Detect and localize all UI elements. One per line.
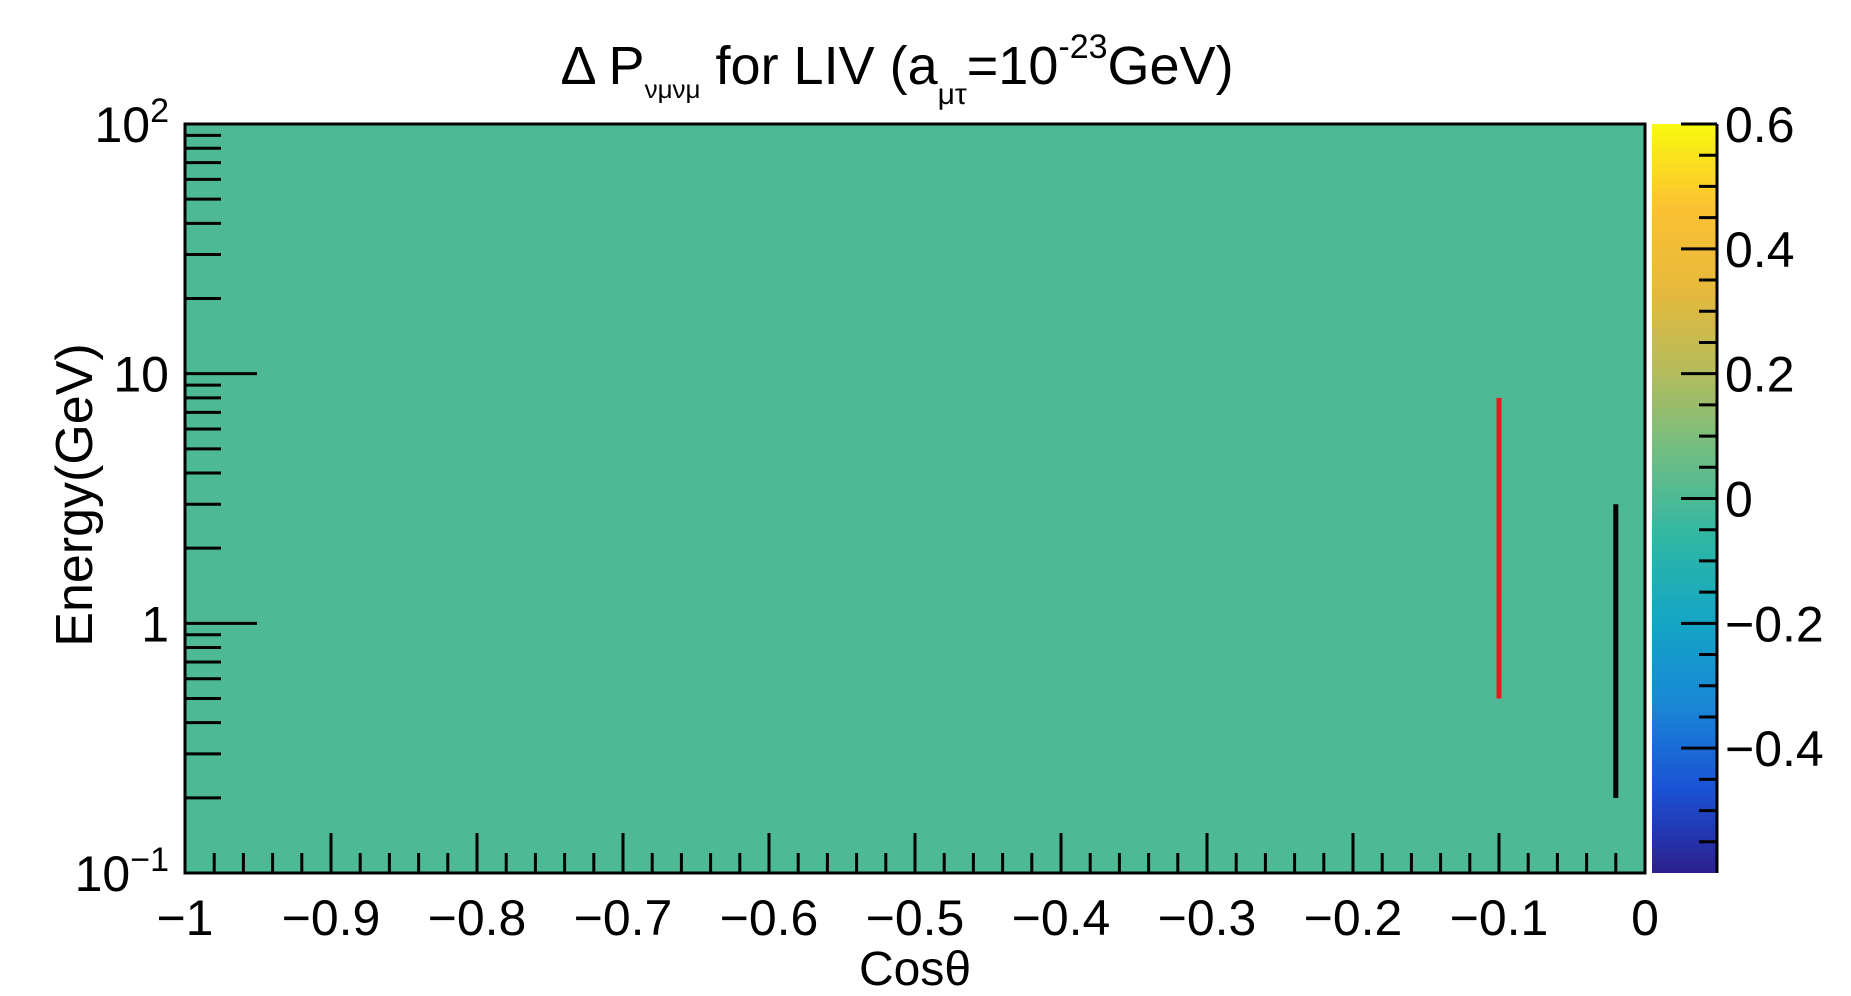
annotation-lines [1496,397,1619,798]
x-axis-title: Cosθ [859,943,971,996]
x-tick-label: −0.5 [866,890,965,946]
x-tick-label: −1 [156,890,213,946]
heatmap [185,124,1645,873]
colorbar-tick-label: 0.2 [1725,347,1795,403]
x-tick-label: −0.3 [1158,890,1257,946]
colorbar-tick-label: 0 [1725,472,1753,528]
x-tick-label: −0.1 [1450,890,1549,946]
colorbar-axis: 0.6 0.4 0.2 0 −0.2 −0.4 [1681,97,1824,873]
x-tick-label: 0 [1631,890,1659,946]
x-tick-label: −0.8 [428,890,527,946]
colorbar-tick-label: −0.4 [1725,721,1824,777]
y-tick-label: 10−1 [75,841,169,902]
x-tick-label: −0.9 [282,890,381,946]
colorbar-tick-label: 0.6 [1725,97,1795,153]
x-tick-label: −0.6 [720,890,819,946]
y-tick-label: 102 [94,92,169,153]
x-tick-label: −0.2 [1304,890,1403,946]
colorbar-tick-label: 0.4 [1725,222,1795,278]
x-tick-label: −0.7 [574,890,673,946]
y-axis: 10−1 1 10 102 [75,92,257,902]
x-axis: −1 −0.9 −0.8 −0.7 −0.6 −0.5 −0.4 −0.3 −0.2 −0.1 0 [156,833,1659,946]
y-tick-label: 1 [141,596,169,652]
chart-title: Δ Pνμνμ for LIV (aμτ=10-23GeV) [560,28,1233,111]
x-tick-label: −0.4 [1012,890,1111,946]
colorbar-tick-label: −0.2 [1725,596,1824,652]
y-axis-title: Energy(GeV) [46,343,104,646]
y-tick-label: 10 [113,347,169,403]
